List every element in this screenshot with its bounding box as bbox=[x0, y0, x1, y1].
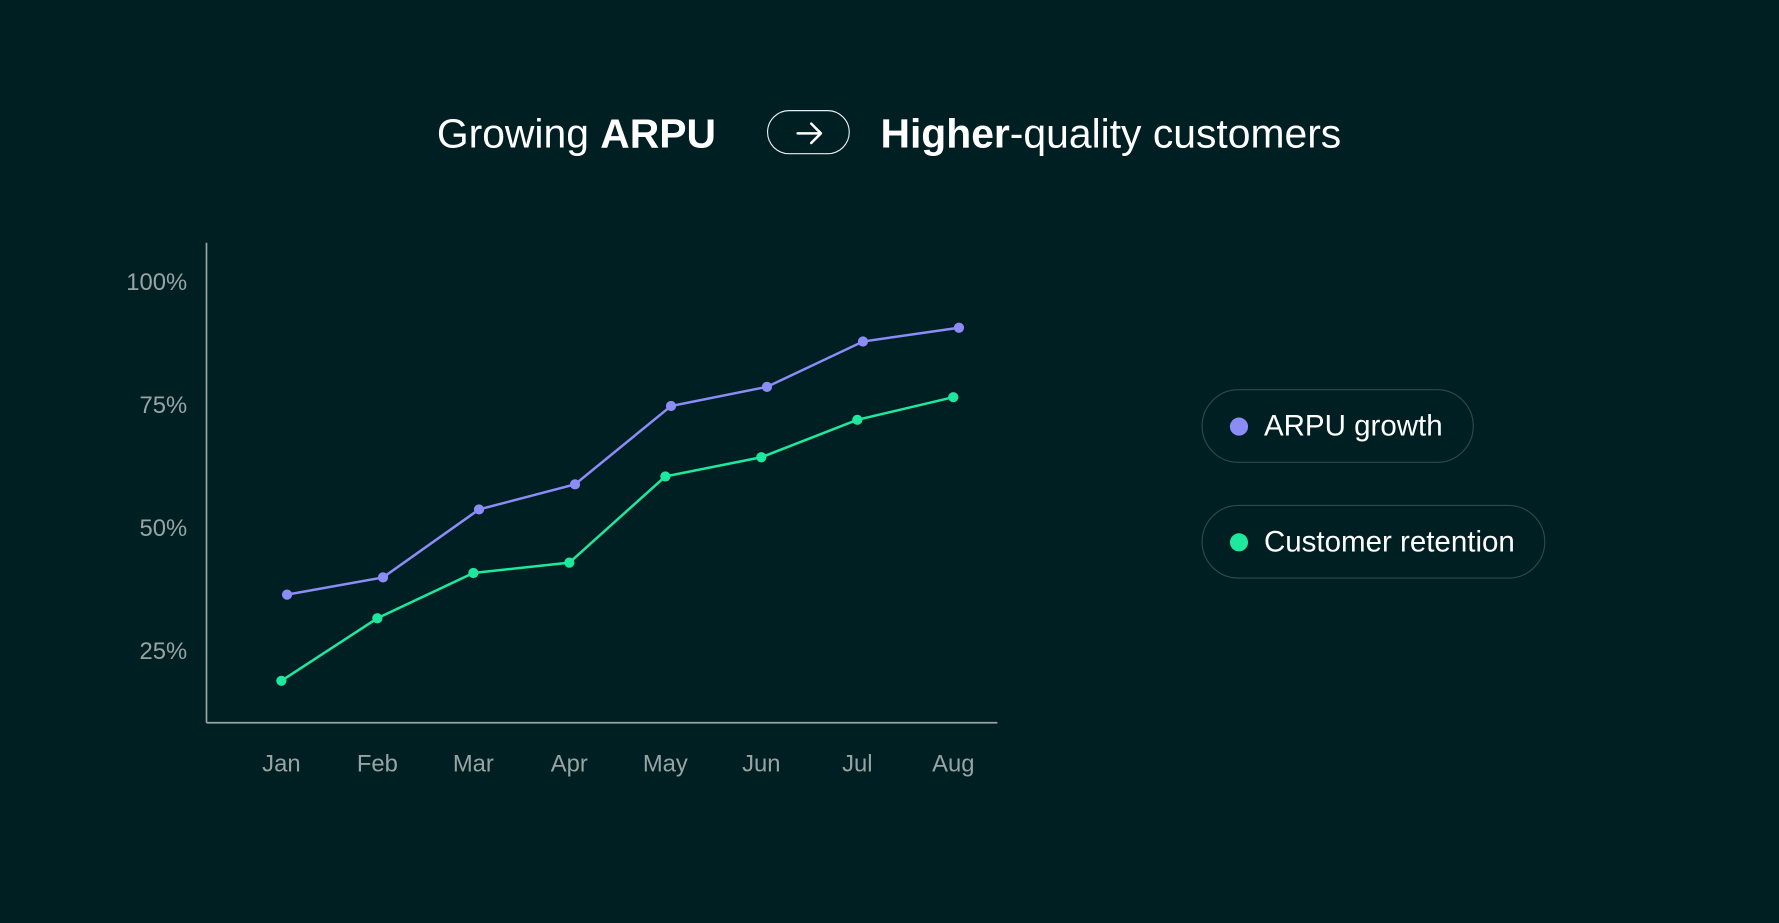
data-point bbox=[569, 479, 581, 490]
x-tick-label: Jul bbox=[842, 751, 872, 778]
data-point bbox=[761, 381, 773, 392]
x-tick-label: Mar bbox=[453, 751, 494, 778]
legend-label: ARPU growth bbox=[1263, 408, 1443, 443]
data-point bbox=[468, 567, 479, 579]
data-point bbox=[372, 613, 383, 624]
data-point bbox=[473, 504, 485, 515]
y-tick-label: 75% bbox=[140, 392, 188, 419]
x-tick-label: Aug bbox=[932, 751, 974, 778]
x-tick-label: Jun bbox=[742, 751, 780, 778]
header-left-regular: Growing bbox=[436, 110, 601, 157]
data-point bbox=[852, 414, 863, 425]
y-tick-label: 100% bbox=[126, 269, 187, 296]
x-tick-label: May bbox=[643, 751, 688, 778]
data-point bbox=[377, 572, 389, 583]
data-point bbox=[281, 589, 293, 600]
data-point bbox=[564, 557, 575, 568]
header-right-bold: Higher bbox=[880, 110, 1010, 157]
x-tick-label: Feb bbox=[357, 751, 398, 778]
data-point bbox=[665, 400, 677, 412]
x-tick-label: Jan bbox=[262, 751, 300, 778]
series-line bbox=[280, 395, 954, 682]
legend-label: Customer retention bbox=[1263, 524, 1515, 559]
legend-item-arpu: ARPU growth bbox=[1201, 389, 1474, 463]
series-line bbox=[286, 326, 960, 596]
legend-dot-icon bbox=[1229, 532, 1249, 551]
header-left-bold: ARPU bbox=[600, 110, 717, 157]
data-point bbox=[948, 392, 959, 403]
arrow-pill bbox=[766, 110, 850, 155]
header-right: Higher-quality customers bbox=[880, 109, 1341, 159]
data-point bbox=[953, 322, 965, 333]
arrow-right-icon bbox=[796, 122, 823, 145]
x-tick-label: Apr bbox=[551, 751, 588, 778]
legend-dot-icon bbox=[1229, 416, 1249, 436]
header-left: Growing ARPU bbox=[437, 109, 716, 159]
data-point bbox=[660, 471, 671, 482]
header-right-regular: -quality customers bbox=[1009, 110, 1342, 157]
y-tick-label: 50% bbox=[140, 515, 188, 542]
data-point bbox=[276, 675, 287, 686]
data-point bbox=[756, 452, 767, 463]
data-point bbox=[857, 336, 869, 347]
y-tick-label: 25% bbox=[140, 638, 188, 665]
legend-item-retention: Customer retention bbox=[1201, 504, 1546, 579]
